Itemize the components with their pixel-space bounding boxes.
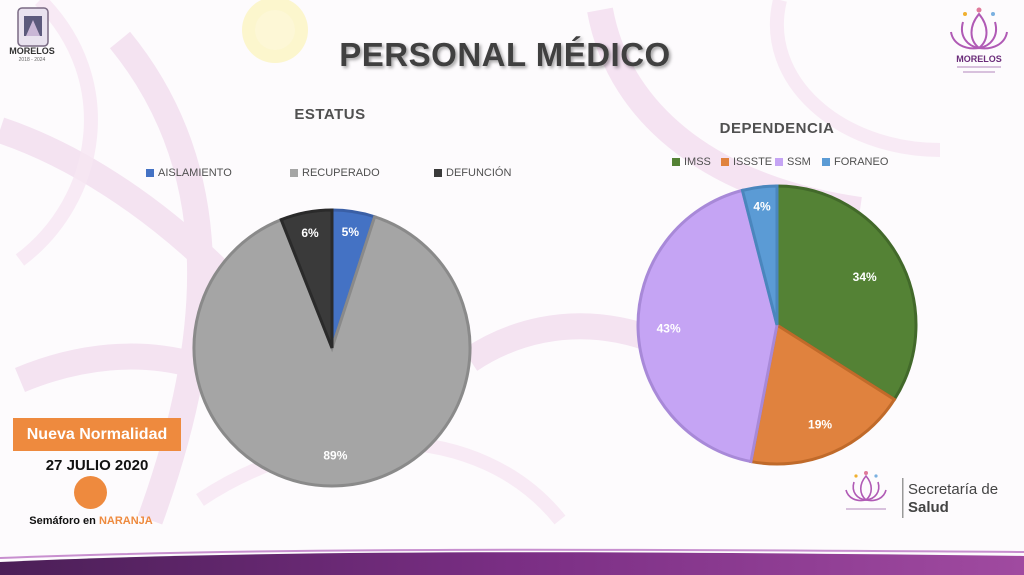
estatus-pie-chart: 5% 89% 6%	[192, 208, 472, 488]
pie-slice-foraneo	[740, 184, 779, 326]
data-label-ssm: 43%	[657, 321, 681, 335]
semaforo-color-word: NARANJA	[98, 515, 153, 527]
legend-swatch-recuperado	[290, 169, 298, 177]
dependencia-pie-chart: 34% 19% 43% 4%	[636, 184, 918, 466]
semaforo-prefix: Semáforo en	[29, 515, 99, 527]
legend-swatch-ssm	[775, 158, 783, 166]
legend-label-ssm: SSM	[787, 156, 811, 168]
date-label: 27 JULIO 2020	[45, 457, 149, 474]
morelos-lotus-logo: MORELOS	[950, 7, 1008, 73]
logo-left-years: 2018 - 2024	[18, 57, 46, 63]
data-label-foraneo: 4%	[753, 199, 771, 213]
nueva-normalidad-badge: Nueva Normalidad	[13, 418, 181, 451]
page-title: PERSONAL MÉDICO	[339, 36, 671, 73]
semaforo-indicator	[74, 476, 107, 509]
legend-label-aislamiento: AISLAMIENTO	[158, 167, 232, 179]
legend-label-recuperado: RECUPERADO	[302, 167, 380, 179]
data-label-aislamiento: 5%	[342, 225, 360, 239]
legend-swatch-issste	[721, 158, 729, 166]
bottom-decorative-bar	[0, 548, 1024, 575]
dependencia-chart-title: DEPENDENCIA	[719, 120, 835, 137]
data-label-issste: 19%	[808, 418, 832, 432]
pie-slice-defuncion	[279, 208, 334, 349]
legend-item-aislamiento: AISLAMIENTO	[146, 167, 232, 179]
pie-slice-issste	[749, 322, 897, 466]
logo-left-label: MORELOS	[9, 46, 55, 56]
legend-item-defuncion: DEFUNCIÓN	[434, 167, 511, 179]
legend-swatch-aislamiento	[146, 169, 154, 177]
legend-label-foraneo: FORANEO	[834, 156, 889, 168]
legend-swatch-defuncion	[434, 169, 442, 177]
legend-swatch-foraneo	[822, 158, 830, 166]
secretaria-salud-logo	[845, 471, 904, 518]
legend-item-imss: IMSS	[672, 156, 711, 168]
secretaria-label: Secretaría de	[908, 481, 999, 498]
pie-slice-recuperado	[192, 214, 472, 488]
salud-label: Salud	[908, 499, 949, 516]
pie-slice-ssm	[636, 188, 779, 464]
legend-item-issste: ISSSTE	[721, 156, 772, 168]
data-label-recuperado: 89%	[323, 449, 347, 463]
legend-label-defuncion: DEFUNCIÓN	[446, 167, 512, 179]
legend-swatch-imss	[672, 158, 680, 166]
legend-label-imss: IMSS	[684, 156, 711, 168]
legend-item-recuperado: RECUPERADO	[290, 167, 380, 179]
legend-item-ssm: SSM	[775, 156, 811, 168]
data-label-defuncion: 6%	[301, 226, 319, 240]
morelos-shield-logo	[17, 7, 49, 47]
semaforo-label: Semáforo en NARANJA	[0, 515, 182, 527]
legend-label-issste: ISSSTE	[733, 156, 773, 168]
logo-right-label: MORELOS	[956, 54, 1002, 64]
estatus-chart-title: ESTATUS	[294, 106, 366, 123]
data-label-imss: 34%	[853, 270, 877, 284]
legend-item-foraneo: FORANEO	[822, 156, 888, 168]
